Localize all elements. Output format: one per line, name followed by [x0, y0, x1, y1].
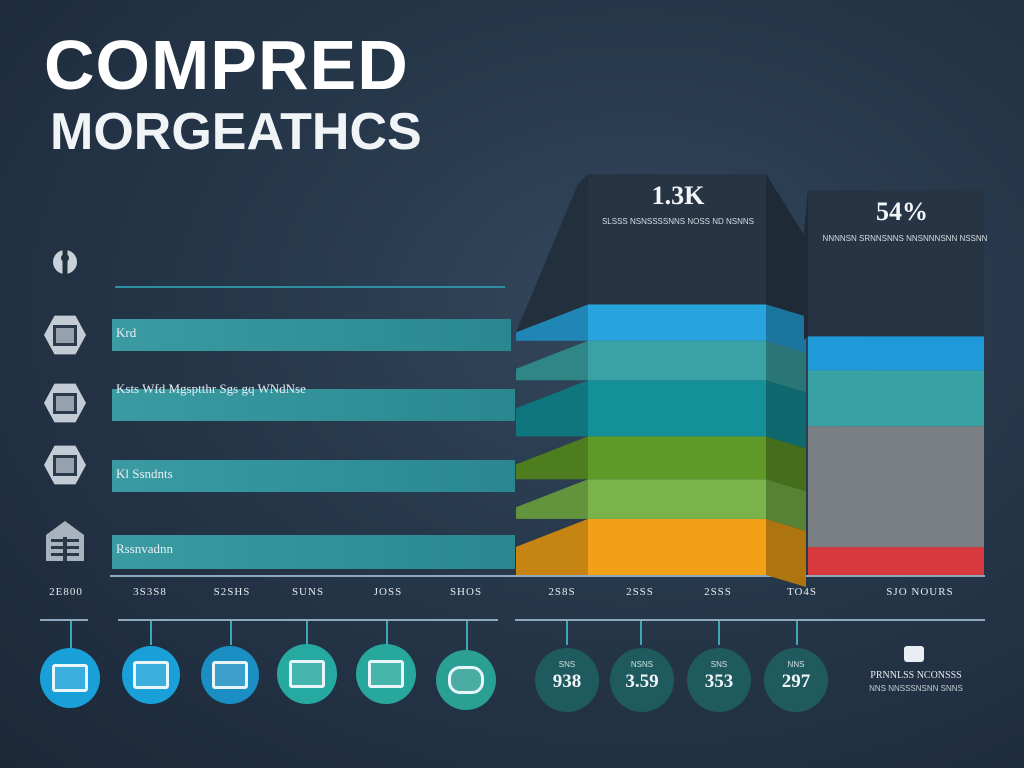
x-tick-label: SUNS: [291, 586, 325, 598]
x-axis-line: [110, 575, 985, 577]
card-icon: [201, 646, 259, 704]
column-1-left-face-segment: [516, 340, 588, 381]
stem-line: [640, 621, 642, 645]
horizontal-bar-label: Ksts Wfd Mgsptthr Sgs gq WNdNse: [116, 381, 306, 396]
column-2-caption: NNNNSN SRNNSNNS NNSNNNSNN NSSNN: [823, 234, 988, 243]
column-1-cap-right: [766, 174, 806, 317]
x-tick-label: 2E800: [49, 586, 83, 598]
stat-circle: NNS 297: [764, 648, 828, 712]
x-tick-label: 3S3S8: [133, 586, 167, 598]
x-tick-label: SJO NOURS: [886, 586, 954, 598]
column-2-segment: [808, 426, 984, 548]
x-tick-label: 2S8S: [548, 586, 576, 598]
person-icon: [42, 244, 88, 290]
column-1-right-face-segment: [766, 304, 806, 353]
x-tick-label: TO4S: [786, 586, 818, 598]
stat-value: 938: [552, 671, 582, 692]
column-2-segment: [808, 370, 984, 427]
chart-title-line2: MORGEATHCS: [50, 103, 422, 161]
stem-line: [70, 621, 72, 651]
document-hex-icon: [42, 312, 88, 358]
stem-line: [566, 621, 568, 645]
x-tick-label: S2SHS: [213, 586, 251, 598]
stem-line: [150, 621, 152, 645]
monitor-hex-icon: [42, 380, 88, 426]
service-hex-icon: [42, 442, 88, 488]
stem-line: [466, 621, 468, 651]
building-icon: [42, 518, 88, 564]
stat-circle: SNS 938: [535, 648, 599, 712]
stat-value: 297: [781, 671, 811, 692]
column-1-segment: [588, 380, 766, 437]
chart-title-line1: COMPRED: [44, 26, 409, 104]
x-tick-label: JOSS: [373, 586, 403, 598]
document-icon: [40, 648, 100, 708]
column-2-cap-side: [804, 190, 808, 341]
horizontal-bar-label: Krd: [116, 325, 137, 340]
column-1-segment: [588, 304, 766, 341]
stat-caption: SNS: [710, 660, 728, 669]
column-1-segment: [588, 340, 766, 381]
x-tick-label: 2SSS: [704, 586, 732, 598]
column-1-cap: [588, 174, 766, 305]
column-1-caption: SLSSS NSNSSSSNNS NOSS ND NSNNS: [602, 217, 754, 226]
column-1-left-face-segment: [516, 436, 588, 480]
separator-line-middle: [118, 619, 498, 621]
horizontal-bar: [112, 535, 515, 569]
monitor-icon: [277, 644, 337, 704]
stat-circle: NSNS 3.59: [610, 648, 674, 712]
column-1-value-label: 1.3K: [652, 181, 706, 210]
screen-icon: [122, 646, 180, 704]
stat-value: 3.59: [625, 671, 659, 692]
x-tick-label: 2SSS: [626, 586, 654, 598]
footer-note-line2: NNS NNSSSNSNN SNNS: [869, 684, 963, 693]
column-1-segment: [588, 436, 766, 480]
separator-line-right: [515, 619, 985, 621]
stat-value: 353: [704, 671, 734, 692]
column-2-cap: [808, 190, 984, 337]
horizontal-bar-label: Kl Ssndnts: [116, 466, 173, 481]
stem-line: [230, 621, 232, 645]
column-1-segment: [588, 479, 766, 519]
column-1-cap-left: [516, 174, 588, 333]
column-1-right-face-segment: [766, 436, 806, 492]
stat-caption: NSNS: [630, 660, 654, 669]
column-2-segment: [808, 547, 984, 575]
x-tick-label: SHOS: [449, 586, 483, 598]
horizontal-bar-label: Rssnvadnn: [116, 541, 174, 556]
column-1-left-face-segment: [516, 479, 588, 519]
column-1-segment: [588, 518, 766, 575]
stat-caption: NNS: [787, 660, 805, 669]
column-1-left-face-segment: [516, 304, 588, 341]
horizontal-bar: [112, 319, 511, 351]
column-1-right-face-segment: [766, 340, 806, 393]
separator-line-left: [40, 619, 88, 621]
column-2-segment: [808, 336, 984, 371]
column-1-left-face-segment: [516, 518, 588, 575]
footer-logo-icon: [904, 646, 924, 662]
column-1-right-face-segment: [766, 479, 806, 531]
footer-note-line1: PRNNLSS NCONSSS: [870, 670, 962, 681]
stem-line: [306, 621, 308, 645]
column-1-right-face-segment: [766, 380, 806, 449]
horizontal-bar: [112, 389, 515, 421]
cloud-icon: [436, 650, 496, 710]
stat-caption: SNS: [558, 660, 576, 669]
stem-line: [796, 621, 798, 645]
stat-circle: SNS 353: [687, 648, 751, 712]
stem-line: [386, 621, 388, 645]
column-2-value-label: 54%: [876, 197, 928, 226]
grid-line-top: [115, 286, 505, 288]
horizontal-bar: [112, 460, 515, 492]
stem-line: [718, 621, 720, 645]
column-1-left-face-segment: [516, 380, 588, 437]
chart-icon: [356, 644, 416, 704]
